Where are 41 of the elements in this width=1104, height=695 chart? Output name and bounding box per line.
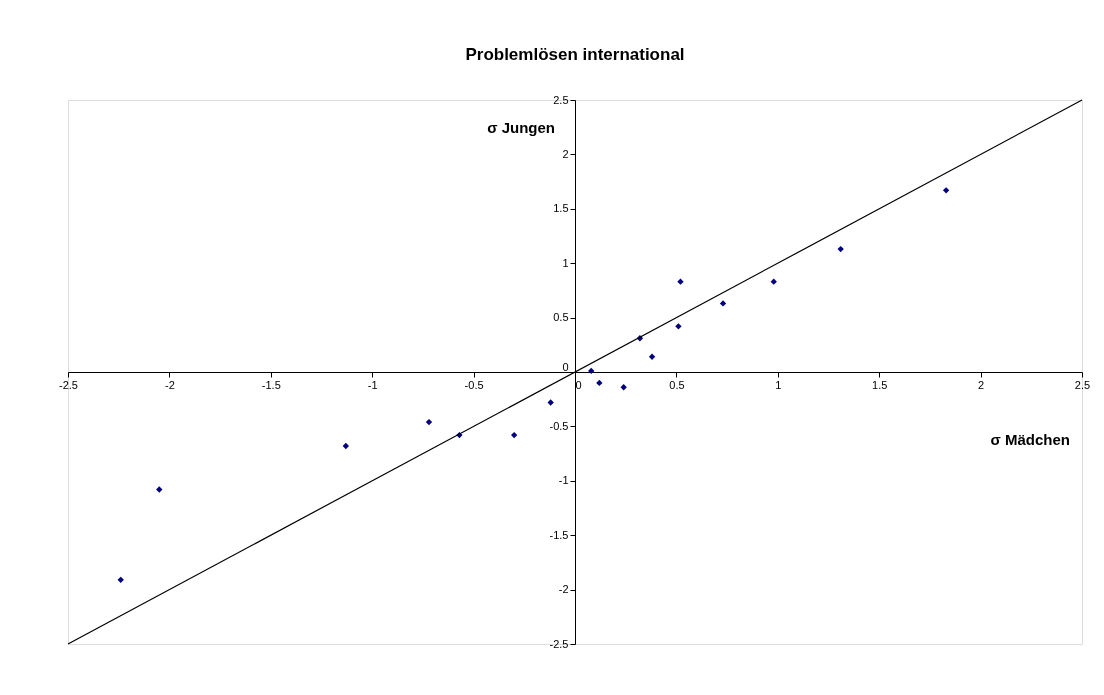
x-tick-label: 2.5 <box>1074 378 1091 391</box>
x-tick-label: 1 <box>775 378 782 391</box>
x-tick-label: -1.5 <box>261 378 281 391</box>
point <box>547 399 554 406</box>
y-tick-label: 0.5 <box>553 311 569 324</box>
y-tick-label: 0 <box>562 360 569 373</box>
x-tick-label: 1.5 <box>872 378 888 391</box>
point <box>620 384 627 391</box>
point <box>588 367 595 375</box>
point <box>156 486 163 493</box>
x-tick-label: 0.5 <box>669 378 685 391</box>
point <box>837 245 844 253</box>
point <box>770 278 777 285</box>
y-tick-label: -2.5 <box>549 637 569 650</box>
point <box>677 278 684 285</box>
point <box>511 431 518 439</box>
y-tick-label: -0.5 <box>549 419 569 432</box>
chart-title: Problemlösen international <box>465 45 685 64</box>
y-axis-title: σ Jungen <box>487 119 555 136</box>
x-tick-label: -2 <box>165 378 175 391</box>
y-tick-label: -2 <box>558 583 569 596</box>
y-tick-label: 2.5 <box>553 93 569 106</box>
point <box>117 576 124 583</box>
point <box>675 323 682 330</box>
point <box>596 379 603 387</box>
point <box>942 187 950 194</box>
x-tick-label: -1 <box>367 378 378 391</box>
point <box>342 442 349 450</box>
y-tick-label: -1 <box>558 474 569 487</box>
x-tick-label: 0 <box>575 378 582 391</box>
point <box>719 300 727 307</box>
x-tick-label: 2 <box>978 378 985 391</box>
point <box>648 353 656 360</box>
y-tick-label: 2 <box>562 147 569 160</box>
x-tick-label: -2.5 <box>59 378 78 391</box>
y-tick-label: 1.5 <box>553 202 569 215</box>
x-tick-label: -0.5 <box>464 378 484 391</box>
y-tick-label: 1 <box>562 256 569 269</box>
y-tick-label: -1.5 <box>549 528 569 541</box>
x-axis-title: σ Mädchen <box>990 431 1070 448</box>
point <box>425 418 433 426</box>
